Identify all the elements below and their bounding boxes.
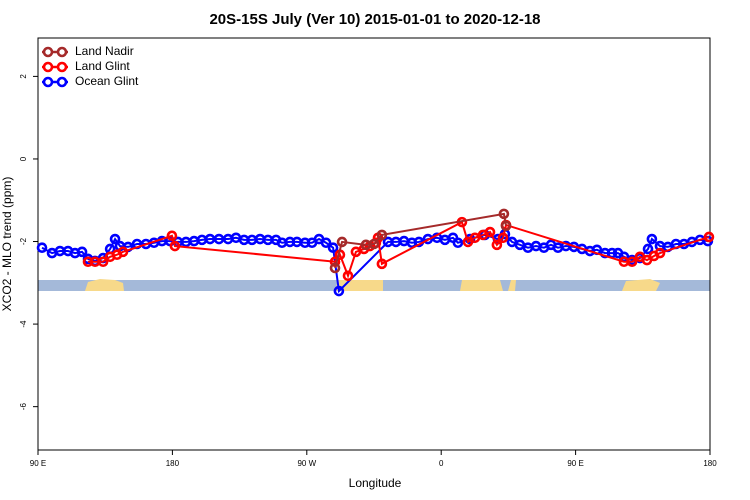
data-point xyxy=(117,246,129,258)
data-point xyxy=(166,230,178,242)
data-point xyxy=(320,237,332,249)
x-tick-label: 90 E xyxy=(30,459,46,468)
data-point xyxy=(491,239,503,251)
chart-title: 20S-15S July (Ver 10) 2015-01-01 to 2020… xyxy=(209,11,540,28)
land-strip xyxy=(460,280,516,291)
data-point xyxy=(329,262,341,274)
legend-label: Land Glint xyxy=(75,59,130,73)
legend-swatch-marker xyxy=(42,46,54,58)
y-axis-label: XCO2 - MLO trend (ppm) xyxy=(0,177,14,312)
y-tick-label: 0 xyxy=(19,156,28,161)
data-point xyxy=(336,236,348,248)
legend-swatch-marker xyxy=(56,61,68,73)
data-point xyxy=(703,231,715,243)
legend-swatch-marker xyxy=(56,46,68,58)
y-tick-label: -4 xyxy=(19,320,28,328)
data-point xyxy=(376,229,388,241)
y-tick-label: -6 xyxy=(19,403,28,411)
data-point xyxy=(646,233,658,245)
data-point xyxy=(36,242,48,254)
x-tick-label: 180 xyxy=(166,459,180,468)
data-point xyxy=(76,246,88,258)
surface-strip xyxy=(38,279,710,291)
data-point xyxy=(97,256,109,268)
land-strip xyxy=(622,279,660,291)
data-point xyxy=(342,270,354,282)
data-point xyxy=(484,226,496,238)
legend-label: Land Nadir xyxy=(75,44,134,58)
legend-swatch-marker xyxy=(42,61,54,73)
series-line xyxy=(334,212,507,269)
data-point xyxy=(368,238,380,250)
y-tick-label: -2 xyxy=(19,237,28,245)
data-point xyxy=(109,233,121,245)
data-point xyxy=(626,256,638,268)
data-point xyxy=(498,208,510,220)
x-axis-label: Longitude xyxy=(349,476,402,490)
legend-swatch-marker xyxy=(42,76,54,88)
x-tick-label: 90 W xyxy=(297,459,316,468)
data-point xyxy=(376,258,388,270)
x-tick-label: 180 xyxy=(703,459,717,468)
legend-label: Ocean Glint xyxy=(75,74,139,88)
x-tick-label: 0 xyxy=(439,459,444,468)
y-tick-label: 2 xyxy=(19,74,28,79)
legend-swatch-marker xyxy=(56,76,68,88)
data-point xyxy=(500,220,512,232)
data-point xyxy=(452,237,464,249)
series-line xyxy=(88,220,710,279)
land-strip xyxy=(85,279,124,291)
data-point xyxy=(169,240,181,252)
data-point xyxy=(327,242,339,254)
x-tick-label: 90 E xyxy=(567,459,583,468)
data-point xyxy=(642,243,654,255)
data-point xyxy=(654,247,666,259)
data-point xyxy=(497,232,509,244)
data-point xyxy=(333,285,345,297)
